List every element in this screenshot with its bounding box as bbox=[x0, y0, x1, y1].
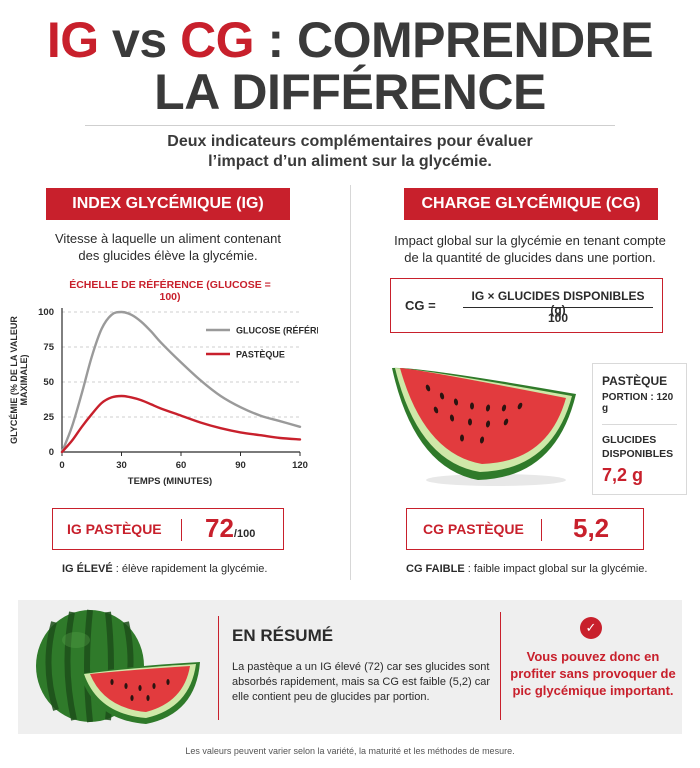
title-rest: : COMPRENDRE bbox=[254, 12, 654, 68]
title-cg: CG bbox=[180, 12, 255, 68]
chart-y-axis-label: GLYCÉMIE (% DE LA VALEUR MAXIMALE) bbox=[9, 316, 29, 444]
x-tick-label: 90 bbox=[235, 460, 246, 471]
cg-formula-box: CG = IG × GLUCIDES DISPONIBLES (g) 100 bbox=[390, 278, 663, 333]
page-title-line1: IG vs CG : COMPRENDRE bbox=[0, 14, 700, 66]
summary-divider-right bbox=[500, 612, 501, 720]
ig-value: 72 bbox=[205, 513, 234, 543]
footnote: Les valeurs peuvent varier selon la vari… bbox=[185, 746, 515, 756]
legend-label-1: PASTÈQUE bbox=[236, 350, 285, 360]
column-divider bbox=[350, 185, 351, 580]
y-tick-label: 50 bbox=[43, 377, 54, 388]
formula-numerator: IG × GLUCIDES DISPONIBLES (g) bbox=[471, 289, 645, 317]
series-line-0 bbox=[60, 310, 302, 454]
cg-result-value: 5,2 bbox=[573, 513, 610, 543]
summary-title: EN RÉSUMÉ bbox=[232, 626, 334, 645]
cg-description: Impact global sur la glycémie en tenant … bbox=[380, 232, 680, 266]
title-divider bbox=[85, 125, 615, 126]
ig-result-label: IG PASTÈQUE bbox=[67, 521, 162, 537]
series-line-1 bbox=[60, 394, 302, 454]
check-icon: ✓ bbox=[580, 617, 602, 639]
chart-x-axis-label: TEMPS (MINUTES) bbox=[127, 476, 213, 487]
info-glucides-value: 7,2 g bbox=[602, 465, 644, 485]
cg-header: CHARGE GLYCÉMIQUE (CG) bbox=[404, 188, 658, 220]
glycemia-chart: 0 25 50 75 100 0 30 60 90 120 GLUCOSE (RÉFÉRENCE)… bbox=[38, 307, 318, 471]
whole-watermelon-illustration bbox=[36, 609, 200, 724]
ig-description: Vitesse à laquelle un aliment contenant … bbox=[30, 230, 306, 264]
title-ig: IG bbox=[46, 12, 99, 68]
info-glucides-label-2: DISPONIBLES bbox=[602, 448, 674, 460]
x-tick-label: 30 bbox=[116, 460, 127, 471]
watermelon-slice-illustration bbox=[392, 367, 576, 486]
ig-note-bold: IG ÉLEVÉ bbox=[62, 563, 113, 575]
x-tick-label: 60 bbox=[176, 460, 187, 471]
x-tick-label: 120 bbox=[292, 460, 308, 471]
formula-denominator: 100 bbox=[547, 311, 569, 325]
ig-note-rest: : élève rapidement la glycémie. bbox=[112, 563, 268, 575]
x-tick-label: 0 bbox=[59, 460, 64, 471]
cg-result-box: CG PASTÈQUE 5,2 bbox=[406, 508, 644, 550]
ig-result-divider bbox=[181, 519, 182, 541]
page-title-line2: LA DIFFÉRENCE bbox=[154, 64, 546, 120]
ig-scale-label: ÉCHELLE DE RÉFÉRENCE (GLUCOSE = 100) bbox=[69, 279, 271, 303]
y-tick-label: 25 bbox=[43, 412, 54, 423]
info-glucides-label-1: GLUCIDES bbox=[602, 434, 657, 446]
formula-lhs: CG = bbox=[405, 298, 436, 313]
watermelon-info-card: PASTÈQUE PORTION : 120 g GLUCIDES DISPON… bbox=[592, 363, 687, 495]
cg-note: CG FAIBLE : faible impact global sur la … bbox=[406, 562, 696, 576]
ig-result-box: IG PASTÈQUE 72/100 bbox=[52, 508, 284, 550]
info-separator bbox=[602, 424, 677, 425]
ig-header: INDEX GLYCÉMIQUE (IG) bbox=[46, 188, 290, 220]
cg-desc-line1: Impact global sur la glycémie en tenant … bbox=[394, 233, 666, 248]
subtitle-line1: Deux indicateurs complémentaires pour év… bbox=[167, 133, 533, 150]
ig-note: IG ÉLEVÉ : élève rapidement la glycémie. bbox=[62, 562, 322, 576]
cg-result-label: CG PASTÈQUE bbox=[423, 521, 524, 537]
ig-desc-line2: des glucides élève la glycémie. bbox=[78, 248, 258, 263]
summary-conclusion: Vous pouvez donc en profiter sans provoq… bbox=[510, 649, 676, 698]
subtitle: Deux indicateurs complémentaires pour év… bbox=[0, 132, 700, 172]
cg-result-divider bbox=[541, 519, 542, 541]
subtitle-line2: l’impact d’un aliment sur la glycémie. bbox=[208, 153, 492, 170]
cg-desc-line2: de la quantité de glucides dans une port… bbox=[404, 250, 656, 265]
summary-text: La pastèque a un IG élevé (72) car ses g… bbox=[232, 661, 491, 703]
y-tick-label: 75 bbox=[43, 342, 54, 353]
title-vs: vs bbox=[98, 12, 181, 68]
legend-label-0: GLUCOSE (RÉFÉRENCE) bbox=[236, 326, 318, 336]
ig-result-value: 72/100 bbox=[205, 513, 255, 544]
summary-divider-left bbox=[218, 616, 219, 720]
cg-note-bold: CG FAIBLE bbox=[406, 563, 465, 575]
info-title: PASTÈQUE bbox=[602, 374, 668, 388]
cg-note-rest: : faible impact global sur la glycémie. bbox=[464, 563, 648, 575]
ig-desc-line1: Vitesse à laquelle un aliment contenant bbox=[55, 231, 281, 246]
y-tick-label: 0 bbox=[49, 447, 54, 458]
y-tick-label: 100 bbox=[38, 307, 54, 318]
info-portion: PORTION : 120 g bbox=[602, 392, 674, 414]
formula-fraction-bar bbox=[463, 307, 653, 308]
ig-unit: /100 bbox=[233, 528, 256, 540]
